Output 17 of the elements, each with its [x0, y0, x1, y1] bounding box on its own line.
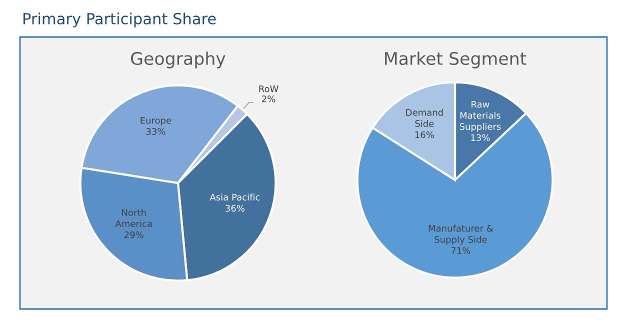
chart-title: Geography: [131, 52, 226, 68]
slice-label: Demand Side: [406, 108, 443, 128]
data-label: 71%: [451, 247, 470, 254]
slice-label: Manufaturer & Supply Side: [428, 224, 494, 245]
slice-label: Raw Materials Suppliers: [460, 100, 501, 132]
data-label: 13%: [471, 134, 490, 142]
slice-label: North America: [115, 208, 152, 228]
data-label: 2%: [262, 95, 276, 102]
text: Primary Participant Share: [24, 12, 216, 28]
slice-label: Asia Pacific: [210, 194, 260, 201]
data-label: 16%: [415, 131, 434, 138]
data-label: 33%: [146, 128, 166, 135]
slice-label: RoW: [259, 85, 278, 92]
slice-label: Europe: [140, 117, 172, 126]
data-label: 29%: [124, 231, 144, 238]
data-label: 36%: [226, 204, 244, 212]
chart-title: Market Segment: [385, 52, 526, 68]
